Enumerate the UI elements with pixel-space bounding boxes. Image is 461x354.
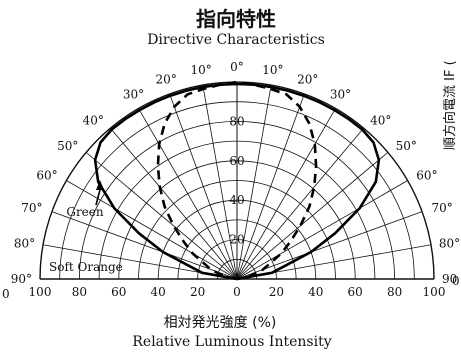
x-axis-label-en: Relative Luminous Intensity [132, 334, 331, 350]
chart-subtitle: Directive Characteristics [147, 32, 325, 48]
angle-label-m60: 60° [36, 169, 57, 183]
grid-spoke-40 [236, 127, 364, 280]
angle-label-m80: 80° [14, 236, 35, 250]
radial-label-20: 20 [229, 233, 244, 247]
series-label-soft-orange: Soft Orange [49, 260, 123, 274]
angle-label-60: 60° [416, 169, 437, 183]
grid-spoke-10 [236, 84, 272, 280]
chart-title: 指向特性 [196, 7, 276, 31]
grid-spoke-20 [236, 93, 305, 280]
x-axis-label: 相対発光強度 (%) [164, 315, 277, 331]
grid-spoke-m30 [138, 108, 238, 280]
grid-spoke-70 [236, 211, 423, 280]
axis-labels: Green Soft Orange 90° 80° 70° 60° 50° 40° 30° 20°… [2, 60, 460, 301]
angle-label-m70: 70° [21, 201, 42, 215]
grid-spoke-60 [236, 180, 408, 280]
angle-label-10: 10° [262, 63, 283, 77]
angle-label-m90: 90° [11, 272, 32, 286]
x-tick-7: 40 [308, 285, 323, 299]
green-pointer-head [96, 180, 104, 190]
x-tick-2: 60 [111, 285, 126, 299]
grid-spoke-50 [236, 152, 389, 280]
series-layer [93, 80, 381, 281]
angle-label-m30: 30° [123, 88, 144, 102]
side-label: 順方向電流 IF ( [442, 60, 458, 150]
chart-title-group: 指向特性 Directive Characteristics [147, 7, 325, 48]
angle-label-m40: 40° [83, 113, 104, 127]
angle-label-40: 40° [370, 113, 391, 127]
x-tick-10: 100 [423, 285, 446, 299]
grid-spoke-m70 [51, 211, 238, 280]
outer-tick-left: 0 [2, 287, 10, 301]
angle-label-20: 20° [297, 73, 318, 87]
grid-spoke-m50 [85, 152, 238, 280]
radial-label-80: 80 [229, 114, 244, 128]
x-tick-1: 80 [72, 285, 87, 299]
angle-label-90: 90 [442, 272, 457, 286]
series-line-green [93, 82, 381, 281]
grid-spoke-m40 [110, 127, 238, 280]
angle-label-m20: 20° [156, 73, 177, 87]
x-tick-3: 40 [151, 285, 166, 299]
angle-label-70: 70° [432, 201, 453, 215]
grid-spoke-m60 [66, 180, 238, 280]
x-tick-6: 20 [269, 285, 284, 299]
radial-label-60: 60 [229, 154, 244, 168]
outer-tick-right: 0 [452, 274, 460, 288]
x-tick-4: 20 [190, 285, 205, 299]
angle-label-m10: 10° [190, 63, 211, 77]
angle-label-30: 30° [330, 88, 351, 102]
grid-spoke-m10 [202, 84, 238, 280]
angle-label-0: 0° [230, 60, 244, 74]
x-tick-8: 60 [348, 285, 363, 299]
grid-spoke-30 [236, 108, 336, 280]
radial-label-40: 40 [229, 193, 244, 207]
grid-spoke-m20 [169, 93, 238, 280]
angle-label-80: 80° [439, 236, 460, 250]
x-tick-5: 0 [233, 285, 241, 299]
x-tick-9: 80 [387, 285, 402, 299]
x-tick-0: 100 [29, 285, 52, 299]
angle-label-50: 50° [396, 139, 417, 153]
angle-label-m50: 50° [57, 139, 78, 153]
series-label-green: Green [66, 205, 104, 219]
